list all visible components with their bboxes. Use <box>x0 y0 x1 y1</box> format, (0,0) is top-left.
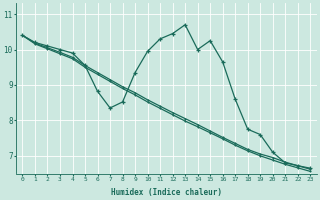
X-axis label: Humidex (Indice chaleur): Humidex (Indice chaleur) <box>111 188 222 197</box>
